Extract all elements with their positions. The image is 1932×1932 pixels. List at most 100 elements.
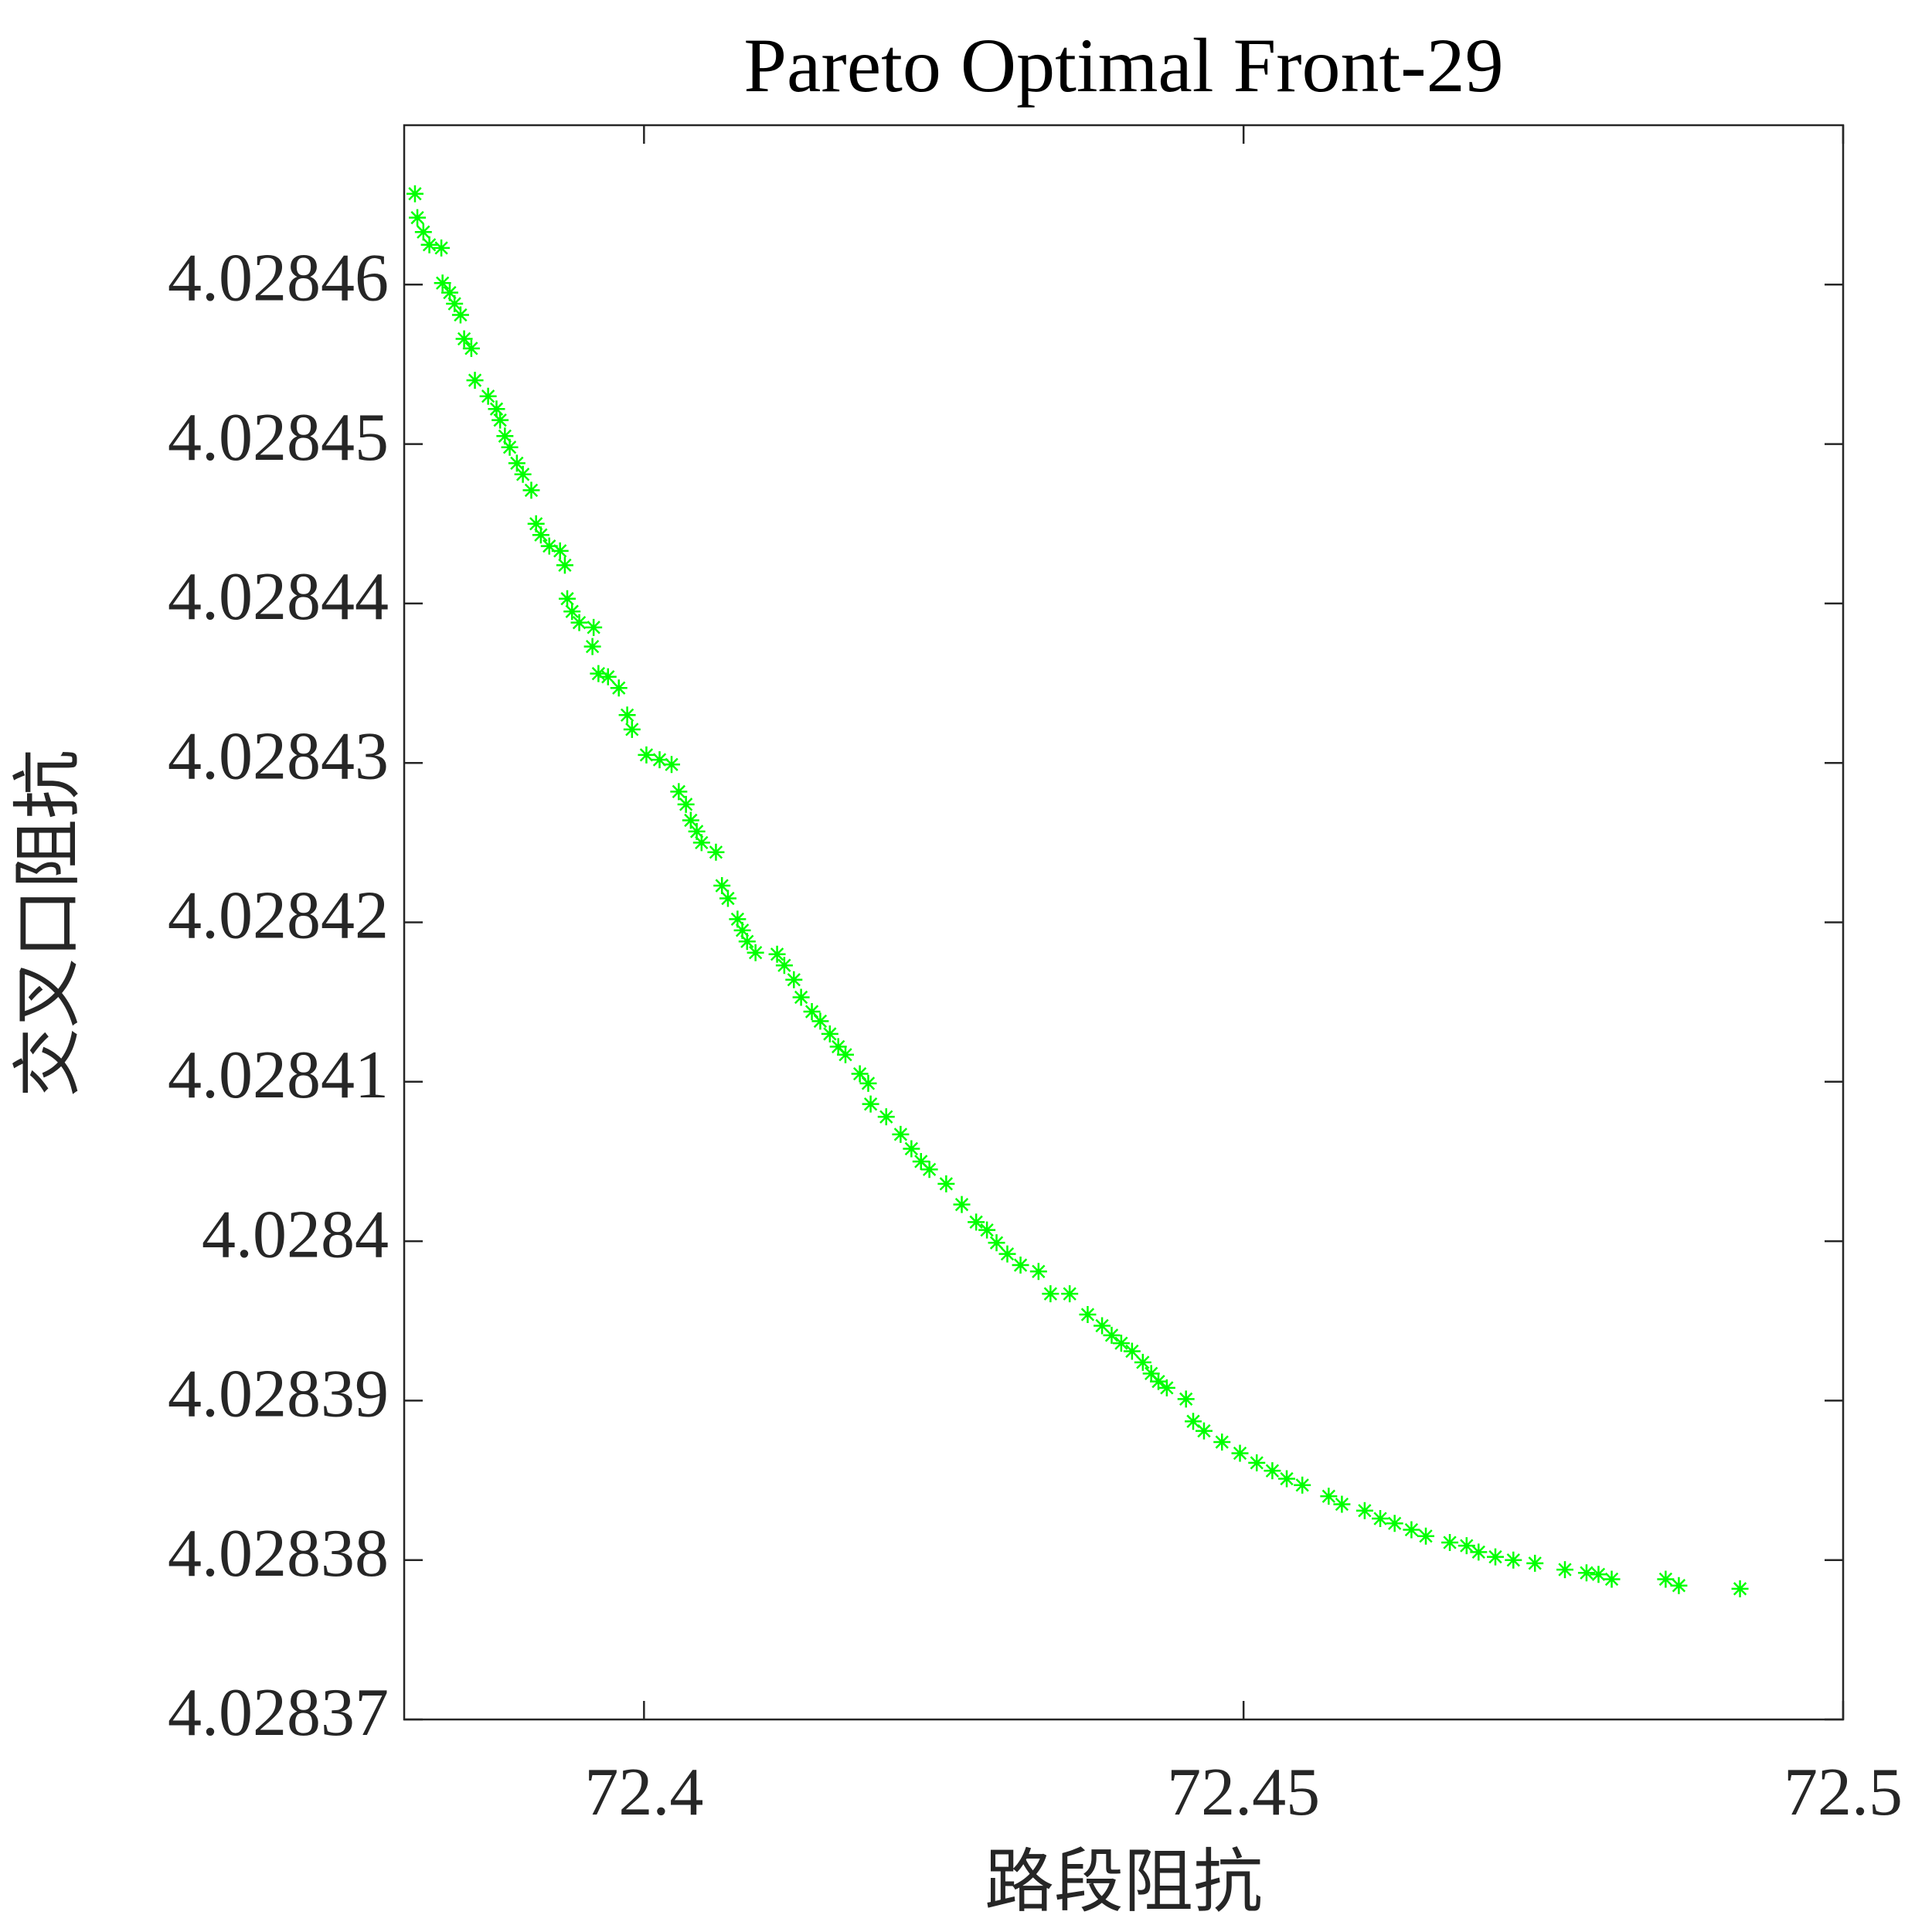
data-point (1505, 1551, 1522, 1569)
data-point (811, 1012, 829, 1030)
data-point (610, 679, 628, 697)
data-point (937, 1175, 955, 1192)
data-point (892, 1125, 910, 1143)
data-point (682, 811, 699, 829)
data-point (1123, 1342, 1141, 1360)
data-point (1603, 1570, 1621, 1588)
y-tick-label: 4.02844 (168, 560, 389, 634)
data-point (912, 1152, 930, 1170)
y-tick-label: 4.02837 (168, 1675, 389, 1750)
y-tick-label: 4.02845 (168, 400, 389, 475)
data-point (451, 306, 469, 324)
data-point (1103, 1326, 1121, 1344)
x-tick-label: 72.5 (1784, 1755, 1903, 1830)
y-tick-label: 4.02839 (168, 1357, 389, 1432)
data-point (1441, 1534, 1459, 1552)
data-point (488, 400, 505, 418)
data-point (998, 1245, 1016, 1263)
data-point (1355, 1502, 1373, 1519)
data-point (1386, 1515, 1403, 1532)
data-point (663, 756, 681, 774)
data-point (1556, 1561, 1574, 1579)
y-tick-label: 4.02843 (168, 719, 389, 794)
data-point (1195, 1422, 1213, 1440)
data-point (414, 223, 432, 241)
data-point (1248, 1454, 1266, 1471)
data-point (440, 284, 458, 301)
data-point (1158, 1379, 1175, 1396)
data-point (462, 339, 480, 357)
data-point (585, 618, 603, 636)
data-point (1142, 1365, 1160, 1383)
data-point (1333, 1495, 1351, 1513)
data-point (1294, 1476, 1311, 1494)
data-point (556, 556, 573, 574)
data-point (670, 783, 688, 801)
data-point (988, 1234, 1005, 1252)
data-point (406, 185, 423, 202)
data-point (803, 1003, 821, 1021)
x-tick-label: 72.45 (1167, 1755, 1320, 1830)
data-point (968, 1213, 985, 1231)
data-point (446, 295, 464, 313)
data-point (638, 746, 655, 764)
y-tick-label: 4.02841 (168, 1038, 389, 1113)
data-point (434, 274, 451, 292)
data-point (563, 603, 581, 621)
data-point (1177, 1390, 1195, 1408)
data-point (713, 877, 731, 895)
x-tick-label: 72.4 (584, 1755, 703, 1830)
data-point (409, 209, 427, 226)
data-point (1012, 1257, 1029, 1274)
data-point (1094, 1317, 1111, 1335)
data-point (738, 933, 756, 951)
data-point (540, 537, 558, 555)
data-point (775, 957, 793, 975)
data-point (1320, 1488, 1338, 1505)
data-point (1526, 1554, 1544, 1572)
data-point (829, 1038, 847, 1056)
data-point (677, 795, 695, 813)
data-point (559, 590, 577, 607)
data-point (496, 427, 514, 445)
data-point (920, 1161, 938, 1179)
data-point (1150, 1372, 1167, 1390)
data-point (1670, 1577, 1688, 1594)
data-point (522, 481, 540, 499)
data-point (433, 239, 451, 257)
data-point (514, 465, 532, 483)
data-point (1061, 1285, 1079, 1303)
data-point (527, 515, 545, 532)
data-point (1079, 1306, 1097, 1323)
data-point (1403, 1521, 1420, 1539)
y-tick-label: 4.02846 (168, 240, 389, 315)
data-point (1590, 1566, 1607, 1583)
data-point (420, 236, 438, 253)
x-axis-label: 路段阻抗 (985, 1845, 1263, 1921)
data-point (618, 706, 636, 724)
data-point (877, 1108, 895, 1126)
data-point (1213, 1434, 1231, 1451)
data-point (851, 1065, 869, 1083)
data-point (551, 542, 569, 560)
data-point (862, 1095, 879, 1113)
data-point (1029, 1263, 1047, 1281)
data-point (978, 1221, 996, 1239)
data-point (1577, 1564, 1595, 1582)
data-point (1112, 1335, 1130, 1352)
y-tick-label: 4.0284 (202, 1197, 389, 1272)
data-point (692, 834, 710, 852)
data-point (688, 822, 706, 840)
data-point (785, 971, 803, 988)
data-point (1731, 1580, 1749, 1597)
data-point (1278, 1470, 1296, 1488)
data-point (1458, 1537, 1475, 1555)
data-point (792, 988, 810, 1006)
data-point (747, 944, 764, 961)
data-point (623, 720, 641, 738)
data-point (729, 910, 747, 928)
y-tick-label: 4.02842 (168, 879, 389, 954)
chart-title: Pareto Optimal Front-29 (743, 22, 1503, 108)
data-point (532, 526, 549, 544)
